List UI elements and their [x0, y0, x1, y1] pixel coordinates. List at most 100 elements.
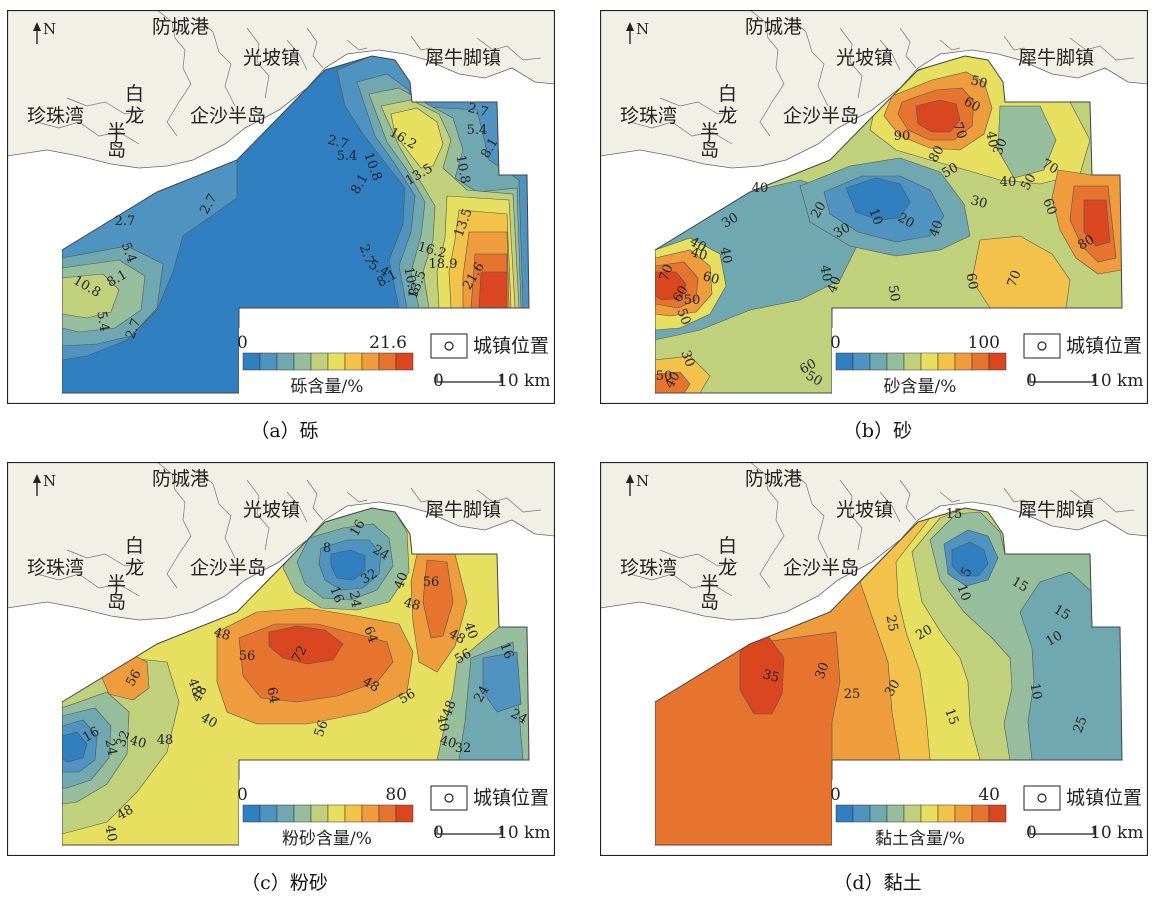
contour-label: 25	[844, 687, 861, 702]
contour-label: 32	[358, 566, 380, 587]
legend-max-label: 21.6	[369, 333, 407, 353]
town-label-bailong-1: 白	[125, 535, 144, 557]
contour-label: 5.4	[467, 123, 488, 138]
contour-label: 15	[941, 706, 961, 727]
contour-label: 25	[1071, 714, 1091, 735]
legend-max-label: 40	[978, 785, 1000, 805]
land-north	[7, 10, 555, 169]
town-label-bailong-4: 岛	[107, 591, 126, 613]
town-label-zhenzhuwan: 珍珠湾	[27, 105, 84, 127]
town-label-bailong-1: 白	[718, 535, 737, 557]
panel-caption-c: （c）粉砂	[241, 872, 328, 894]
contour-label: 16	[80, 724, 102, 745]
contour-band-13	[330, 549, 366, 581]
legend-swatch-0	[242, 804, 261, 823]
contour-label: 2.7	[115, 214, 136, 229]
contour-label: 16	[326, 584, 346, 605]
map-svg-c: 8161624322440485672644856645648564840485…	[7, 462, 555, 856]
legend-swatch-6	[344, 804, 363, 823]
scale-label: 10 km	[1090, 823, 1143, 843]
map-panel-d: 15 5 10 15 20 25 30 35 25 30 15 15 10 10 25 N 防城港 光坡镇 犀牛脚镇…	[600, 462, 1148, 856]
town-label-zhenzhuwan: 珍珠湾	[620, 105, 677, 127]
contour-band-8	[951, 541, 989, 577]
contour-label: 30	[969, 193, 989, 212]
contour-label: 30	[831, 220, 853, 241]
town-marker-icon	[1037, 793, 1047, 803]
contour-label: 48	[189, 683, 210, 705]
scale-bar	[436, 826, 502, 835]
contour-label: 60	[963, 272, 981, 291]
land-west	[7, 462, 62, 845]
town-label-bailong-3: 半	[700, 573, 719, 595]
contour-label: 8	[323, 541, 331, 556]
contour-label: 48	[184, 676, 204, 697]
contour-label: 80	[926, 143, 947, 165]
coast-detail-4	[899, 27, 917, 69]
contour-label: 60	[797, 356, 819, 377]
town-label-bailong-2: 龙	[718, 105, 737, 127]
legend-swatch-8	[971, 352, 990, 371]
coast-detail-0	[156, 10, 192, 137]
scale-zero-label: 0	[1026, 823, 1037, 843]
contour-label: 48	[157, 733, 174, 748]
land-north	[600, 462, 1148, 621]
town-label-fangchenggang: 防城港	[152, 16, 209, 38]
contour-label: 72	[289, 643, 310, 665]
contour-label: 70	[1005, 268, 1025, 289]
coast-detail-6	[410, 487, 444, 513]
contour-label: 50	[673, 306, 693, 327]
contour-band-9	[268, 625, 344, 665]
legend-swatch-9	[395, 352, 414, 371]
north-arrow-head-icon	[33, 22, 41, 31]
town-label-xiniujiao: 犀牛脚镇	[425, 47, 501, 69]
panel-caption-d: （d）黏土	[833, 872, 922, 894]
town-label-xiniujiao: 犀牛脚镇	[1018, 499, 1094, 521]
legend-swatch-6	[937, 352, 956, 371]
town-label-xiniujiao: 犀牛脚镇	[1018, 47, 1094, 69]
coast-detail-0	[156, 462, 192, 589]
contour-label: 70	[657, 262, 677, 283]
contour-label: 40	[717, 246, 735, 265]
contour-label: 40	[927, 218, 947, 239]
coast-detail-4	[899, 479, 917, 521]
map-panel-b: 90 80 70 60 50 40 30 50 40 20 10 20 30 40 40 30 40 50 60 70…	[600, 10, 1148, 404]
scale-label: 10 km	[1090, 371, 1143, 391]
legend-min-label: 0	[237, 785, 248, 805]
coast-detail-5	[939, 491, 961, 503]
contour-bands	[655, 56, 1122, 393]
contour-label: 30	[719, 210, 741, 231]
contour-label: 40	[102, 824, 120, 843]
legend-min-label: 0	[237, 333, 248, 353]
town-label-bailong-4: 岛	[700, 591, 719, 613]
legend-swatch-2	[276, 804, 295, 823]
contour-bands	[655, 508, 1122, 845]
town-marker-box	[1023, 785, 1061, 811]
legend-swatch-7	[361, 804, 380, 823]
contour-band-15	[422, 559, 454, 639]
coast-detail-1	[789, 469, 829, 559]
coast-detail-8	[66, 549, 146, 567]
contour-label: 10	[1027, 682, 1045, 701]
legend-swatch-7	[361, 352, 380, 371]
town-label-fangchenggang: 防城港	[745, 16, 802, 38]
legend-swatch-9	[988, 804, 1007, 823]
legend-swatch-0	[835, 804, 854, 823]
contour-label: 40	[752, 181, 769, 196]
legend-swatch-5	[327, 804, 346, 823]
legend-swatch-2	[276, 352, 295, 371]
contour-label: 70	[1039, 156, 1061, 177]
coast-detail-9	[36, 573, 140, 597]
scale-label: 10 km	[497, 371, 550, 391]
scale-bar	[436, 374, 502, 383]
contour-label: 5.4	[337, 149, 358, 164]
town-label-qisha: 企沙半岛	[783, 105, 859, 127]
contour-label: 32	[455, 741, 472, 756]
coast-detail-6	[1003, 35, 1037, 61]
coast-detail-9	[36, 121, 140, 145]
town-label-qisha: 企沙半岛	[783, 557, 859, 579]
legend-swatch-2	[869, 804, 888, 823]
coast-detail-7	[476, 489, 542, 513]
land-north	[7, 462, 555, 621]
legend-swatch-9	[395, 804, 414, 823]
contour-label: 40	[817, 264, 835, 283]
